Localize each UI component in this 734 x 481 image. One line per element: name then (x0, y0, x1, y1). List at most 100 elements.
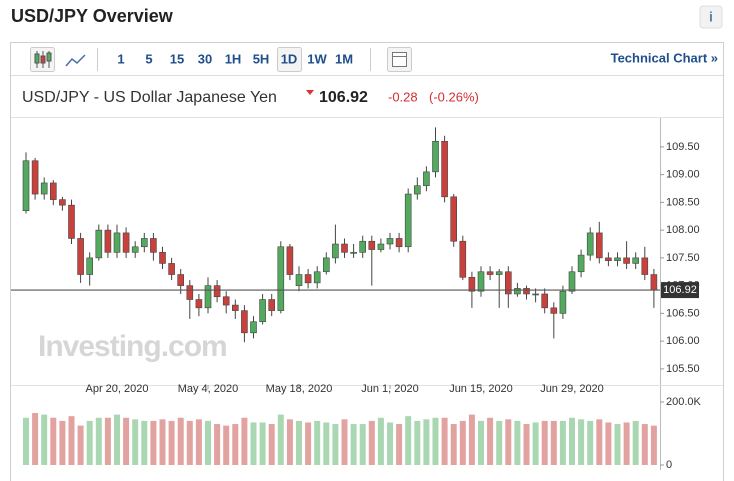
candle-body (650, 274, 658, 291)
volume-bar (632, 420, 639, 465)
volume-bar (195, 419, 202, 465)
candle-body (532, 293, 539, 296)
timeframe-button[interactable]: 5 (145, 51, 152, 66)
technical-chart-link[interactable]: Technical Chart » (611, 50, 718, 65)
candle-body (195, 299, 203, 309)
timeframe-button[interactable]: 1D (281, 51, 298, 66)
volume-bar (159, 419, 166, 465)
candle-body (386, 238, 394, 245)
volume-bar (496, 420, 503, 465)
candle-body (222, 296, 230, 306)
candle-body (22, 160, 30, 212)
down-arrow (306, 90, 314, 95)
candle-body (304, 274, 312, 284)
candle-body (31, 160, 39, 195)
volume-bar (569, 417, 575, 465)
settings-icon (392, 52, 407, 67)
volume-bar (214, 424, 221, 465)
volume-bar (23, 417, 29, 465)
candle-body (159, 252, 166, 264)
candle-body (59, 199, 66, 206)
volume-bar (68, 416, 75, 465)
candle-body (332, 243, 339, 259)
timeframe-button[interactable]: 30 (198, 51, 212, 66)
volume-bar (532, 422, 539, 465)
y-tick-label: 106.00 (666, 335, 700, 347)
candle-body (131, 246, 139, 253)
volume-bar (50, 417, 57, 465)
timeframe-button[interactable]: 1W (307, 51, 327, 66)
volume-bar (550, 420, 557, 465)
candle-body (632, 257, 640, 264)
candle-body (86, 257, 93, 275)
candle-body (577, 254, 585, 273)
candle-body (468, 277, 476, 292)
volume-bar (332, 424, 339, 465)
volume-bar (168, 420, 175, 465)
y-tick-label: 108.00 (666, 224, 700, 236)
candle-body (322, 257, 330, 273)
volume-bar (605, 422, 612, 465)
candle-body (104, 229, 112, 253)
candle-body (150, 238, 157, 253)
volume-bar (305, 422, 312, 465)
candle-body (641, 257, 649, 275)
candle-body (268, 299, 276, 311)
candle-body (614, 257, 621, 261)
volume-bar (487, 417, 494, 465)
volume-bar (432, 417, 439, 465)
volume-bar (241, 417, 248, 465)
candle-body (40, 182, 48, 195)
x-tick-label: May 18, 2020 (266, 383, 333, 395)
candle-body (623, 257, 630, 264)
volume-bar (441, 417, 448, 465)
y-tick-label: 105.50 (666, 363, 700, 375)
timeframe-button[interactable]: 1 (117, 51, 124, 66)
candle-body (595, 232, 603, 259)
candle-body (377, 243, 385, 250)
candle-body (368, 240, 376, 250)
candle-body (286, 246, 294, 275)
volume-bar (596, 419, 603, 465)
volume-bar (59, 420, 66, 465)
volume-bar (341, 419, 348, 465)
timeframe-button[interactable]: 1M (335, 51, 353, 66)
volume-bar (414, 420, 421, 465)
candle-body (404, 193, 412, 248)
y-tick-label: 106.50 (666, 307, 700, 319)
timeframe-button[interactable]: 15 (170, 51, 184, 66)
x-tick-label: May 4, 2020 (178, 383, 239, 395)
timeframe-button[interactable]: 5H (253, 51, 270, 66)
last-price: 106.92 (319, 89, 368, 106)
volume-bar (132, 419, 139, 465)
candle-body (177, 274, 184, 286)
volume-bar (350, 424, 357, 465)
volume-bar (650, 425, 657, 465)
volume-bar (104, 417, 111, 465)
candle-body (141, 238, 148, 248)
volume-bar (314, 420, 321, 465)
candle-body (395, 238, 403, 248)
volume-bar (268, 424, 275, 465)
line-button[interactable] (65, 54, 86, 67)
candle-body (204, 285, 212, 309)
candle-body (77, 238, 84, 275)
volume-bar (323, 422, 330, 465)
volume-bar (296, 420, 302, 465)
candle-body (49, 182, 57, 200)
x-tick-label: Apr 20, 2020 (86, 383, 149, 395)
volume-bar (123, 417, 130, 465)
volume-bar (177, 417, 184, 465)
volume-bar (286, 419, 293, 465)
timeframe-button[interactable]: 1H (225, 51, 242, 66)
volume-bar (186, 420, 193, 465)
candle-body (113, 232, 121, 253)
volume-bar (141, 420, 148, 465)
candle-body (514, 288, 521, 295)
y-tick-label: 108.50 (666, 196, 700, 208)
candle-body (232, 304, 239, 311)
candle-body (605, 257, 612, 261)
info-button[interactable] (699, 5, 723, 29)
candle-body (313, 271, 321, 284)
